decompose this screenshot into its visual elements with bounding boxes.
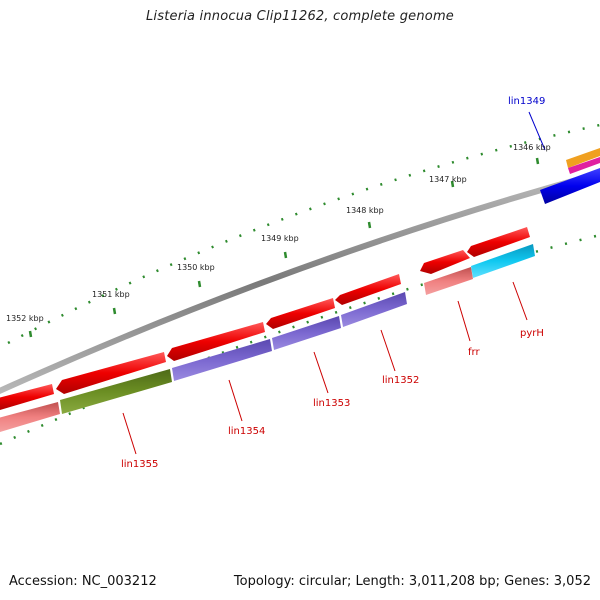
cog-segment[interactable] (272, 316, 341, 350)
topology-label: Topology: circular; Length: 3,011,208 bp… (233, 574, 591, 589)
cog-track (0, 244, 535, 432)
cds-forward[interactable] (467, 227, 530, 257)
upper-right-features (540, 148, 600, 204)
cog-segment[interactable] (341, 292, 407, 327)
ruler-label: 1348 kbp (346, 206, 384, 215)
forward-cds-track (0, 227, 530, 410)
cds-forward[interactable] (266, 298, 335, 329)
cog-segment[interactable] (424, 267, 473, 295)
gene-label[interactable]: pyrH (520, 328, 544, 339)
gene-label[interactable]: lin1355 (121, 459, 158, 470)
ruler-label: 1349 kbp (261, 234, 299, 243)
cds-forward[interactable] (540, 168, 600, 204)
gene-label-leaders (122, 111, 546, 455)
cog-segment[interactable] (471, 244, 535, 278)
cog-segment[interactable] (566, 148, 600, 168)
cog-segment[interactable] (172, 339, 272, 381)
accession-label: Accession: NC_003212 (9, 574, 157, 589)
gene-label[interactable]: lin1354 (228, 426, 265, 437)
cds-forward[interactable] (167, 322, 265, 361)
gene-label[interactable]: lin1353 (313, 398, 350, 409)
ruler-label: 1352 kbp (6, 314, 44, 323)
cog-segment[interactable] (60, 369, 172, 414)
cds-forward[interactable] (420, 250, 470, 274)
gene-labels: lin1349 pyrH frr lin1352 lin1353 lin1354… (121, 96, 545, 470)
ruler-label: 1346 kbp (513, 143, 551, 152)
gene-label[interactable]: lin1352 (382, 375, 419, 386)
cog-segment[interactable] (568, 157, 600, 174)
cds-forward[interactable] (335, 274, 401, 305)
gene-label[interactable]: frr (468, 347, 480, 358)
cds-forward[interactable] (56, 352, 166, 394)
ruler-label: 1351 kbp (92, 290, 130, 299)
major-ticks (28, 157, 540, 338)
gene-label[interactable]: lin1349 (508, 96, 545, 107)
map-title: Listeria innocua Clip11262, complete gen… (145, 9, 455, 24)
ruler-label: 1350 kbp (177, 263, 215, 272)
ruler-label: 1347 kbp (429, 175, 467, 184)
genome-backbone (0, 170, 600, 395)
ruler-labels: 1346 kbp 1347 kbp 1348 kbp 1349 kbp 1350… (6, 143, 551, 323)
cog-segment[interactable] (0, 402, 60, 432)
cds-forward[interactable] (0, 384, 54, 410)
